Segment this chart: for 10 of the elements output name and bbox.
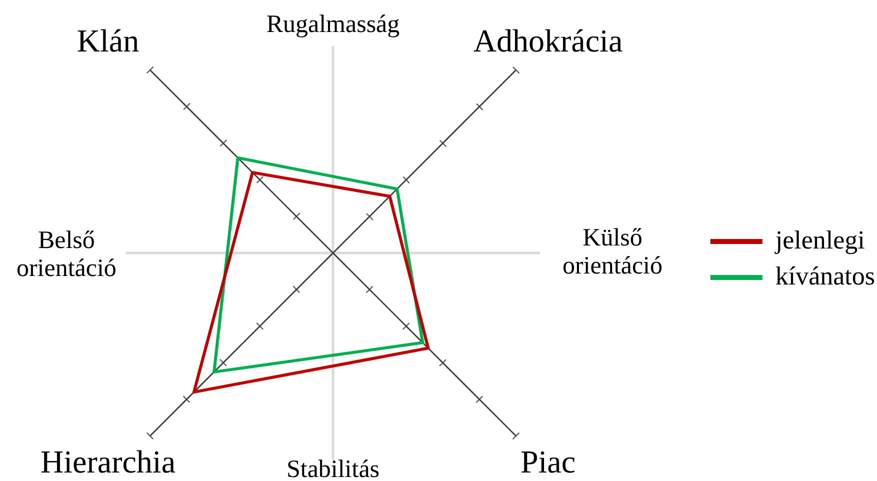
spoke-label: Piac	[520, 443, 576, 480]
spoke-label: Hierarchia	[40, 443, 176, 480]
legend-label: jelenlegi	[774, 225, 865, 254]
text: Belső orientáció	[16, 227, 116, 282]
spoke-label: Adhokrácia	[473, 22, 623, 58]
text: Stabilitás	[286, 456, 380, 481]
text: Rugalmasság	[266, 10, 400, 38]
legend-label: kívánatos	[775, 261, 876, 290]
text: Külső orientáció	[562, 224, 662, 280]
spoke-label: Klán	[76, 22, 140, 58]
